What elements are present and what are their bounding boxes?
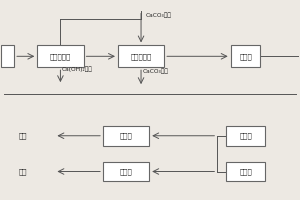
Bar [226, 126, 265, 146]
Text: CaCO₃回用: CaCO₃回用 [142, 69, 168, 74]
Text: 溶剂: 溶剂 [19, 132, 27, 139]
Bar [118, 45, 164, 67]
Bar [226, 162, 265, 181]
Text: CaCO₃补充: CaCO₃补充 [146, 13, 171, 18]
Text: 第二除氟池: 第二除氟池 [130, 53, 152, 60]
Text: 生化池: 生化池 [239, 132, 252, 139]
Text: 硝酸盐: 硝酸盐 [120, 168, 133, 175]
Text: 第一蒸: 第一蒸 [239, 53, 252, 60]
Text: Ca(OH)₂乳液: Ca(OH)₂乳液 [62, 67, 93, 72]
Bar [37, 45, 84, 67]
Text: 第一除氟池: 第一除氟池 [50, 53, 71, 60]
Text: 冷凝水: 冷凝水 [120, 132, 133, 139]
Text: 蒸发器: 蒸发器 [239, 168, 252, 175]
Bar [1, 45, 14, 67]
Bar [103, 126, 149, 146]
Bar [231, 45, 260, 67]
Text: 副产: 副产 [19, 168, 27, 175]
Bar [103, 162, 149, 181]
